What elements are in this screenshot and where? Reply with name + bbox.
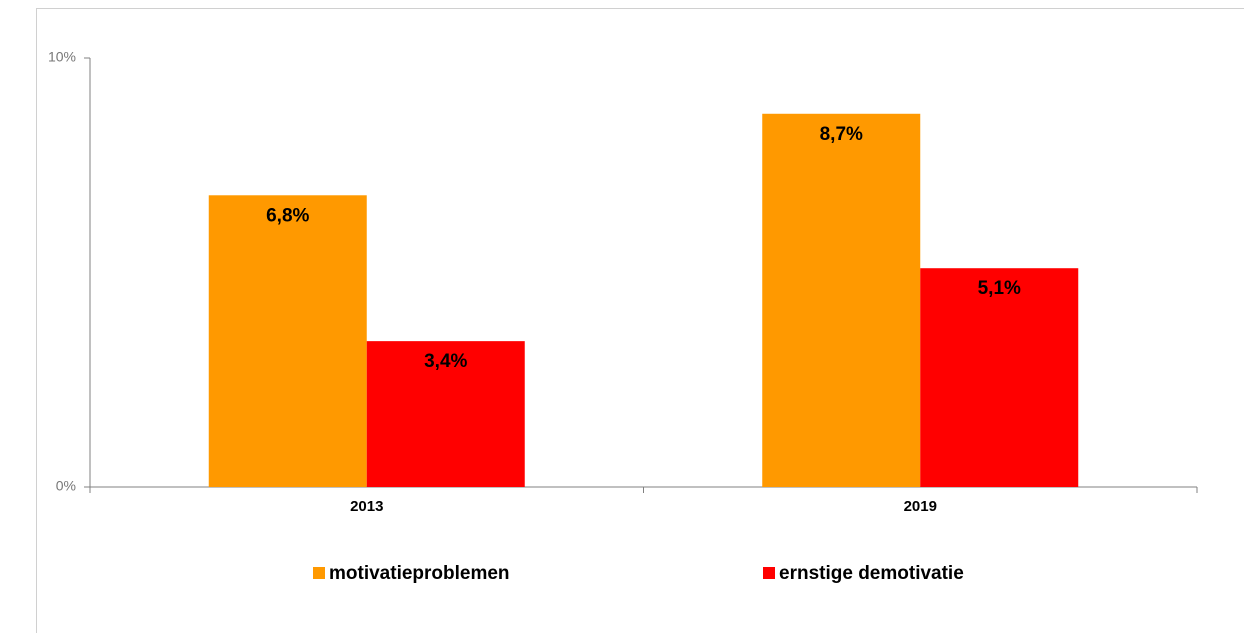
y-tick-label: 0% — [56, 478, 76, 494]
y-tick-label: 10% — [48, 49, 76, 65]
x-tick-label: 2013 — [350, 498, 383, 515]
legend-swatch — [313, 567, 325, 579]
bar — [762, 113, 921, 488]
x-tick-label: 2019 — [904, 498, 937, 515]
data-label: 6,8% — [266, 205, 309, 226]
bar — [208, 195, 367, 487]
legend-swatch — [763, 567, 775, 579]
bar — [920, 268, 1079, 487]
legend-label: ernstige demotivatie — [779, 563, 964, 584]
chart-border — [36, 8, 1244, 633]
bar — [366, 341, 525, 487]
data-label: 3,4% — [424, 351, 467, 372]
data-label: 5,1% — [978, 278, 1021, 299]
legend-label: motivatieproblemen — [329, 563, 510, 584]
data-label: 8,7% — [820, 124, 863, 145]
